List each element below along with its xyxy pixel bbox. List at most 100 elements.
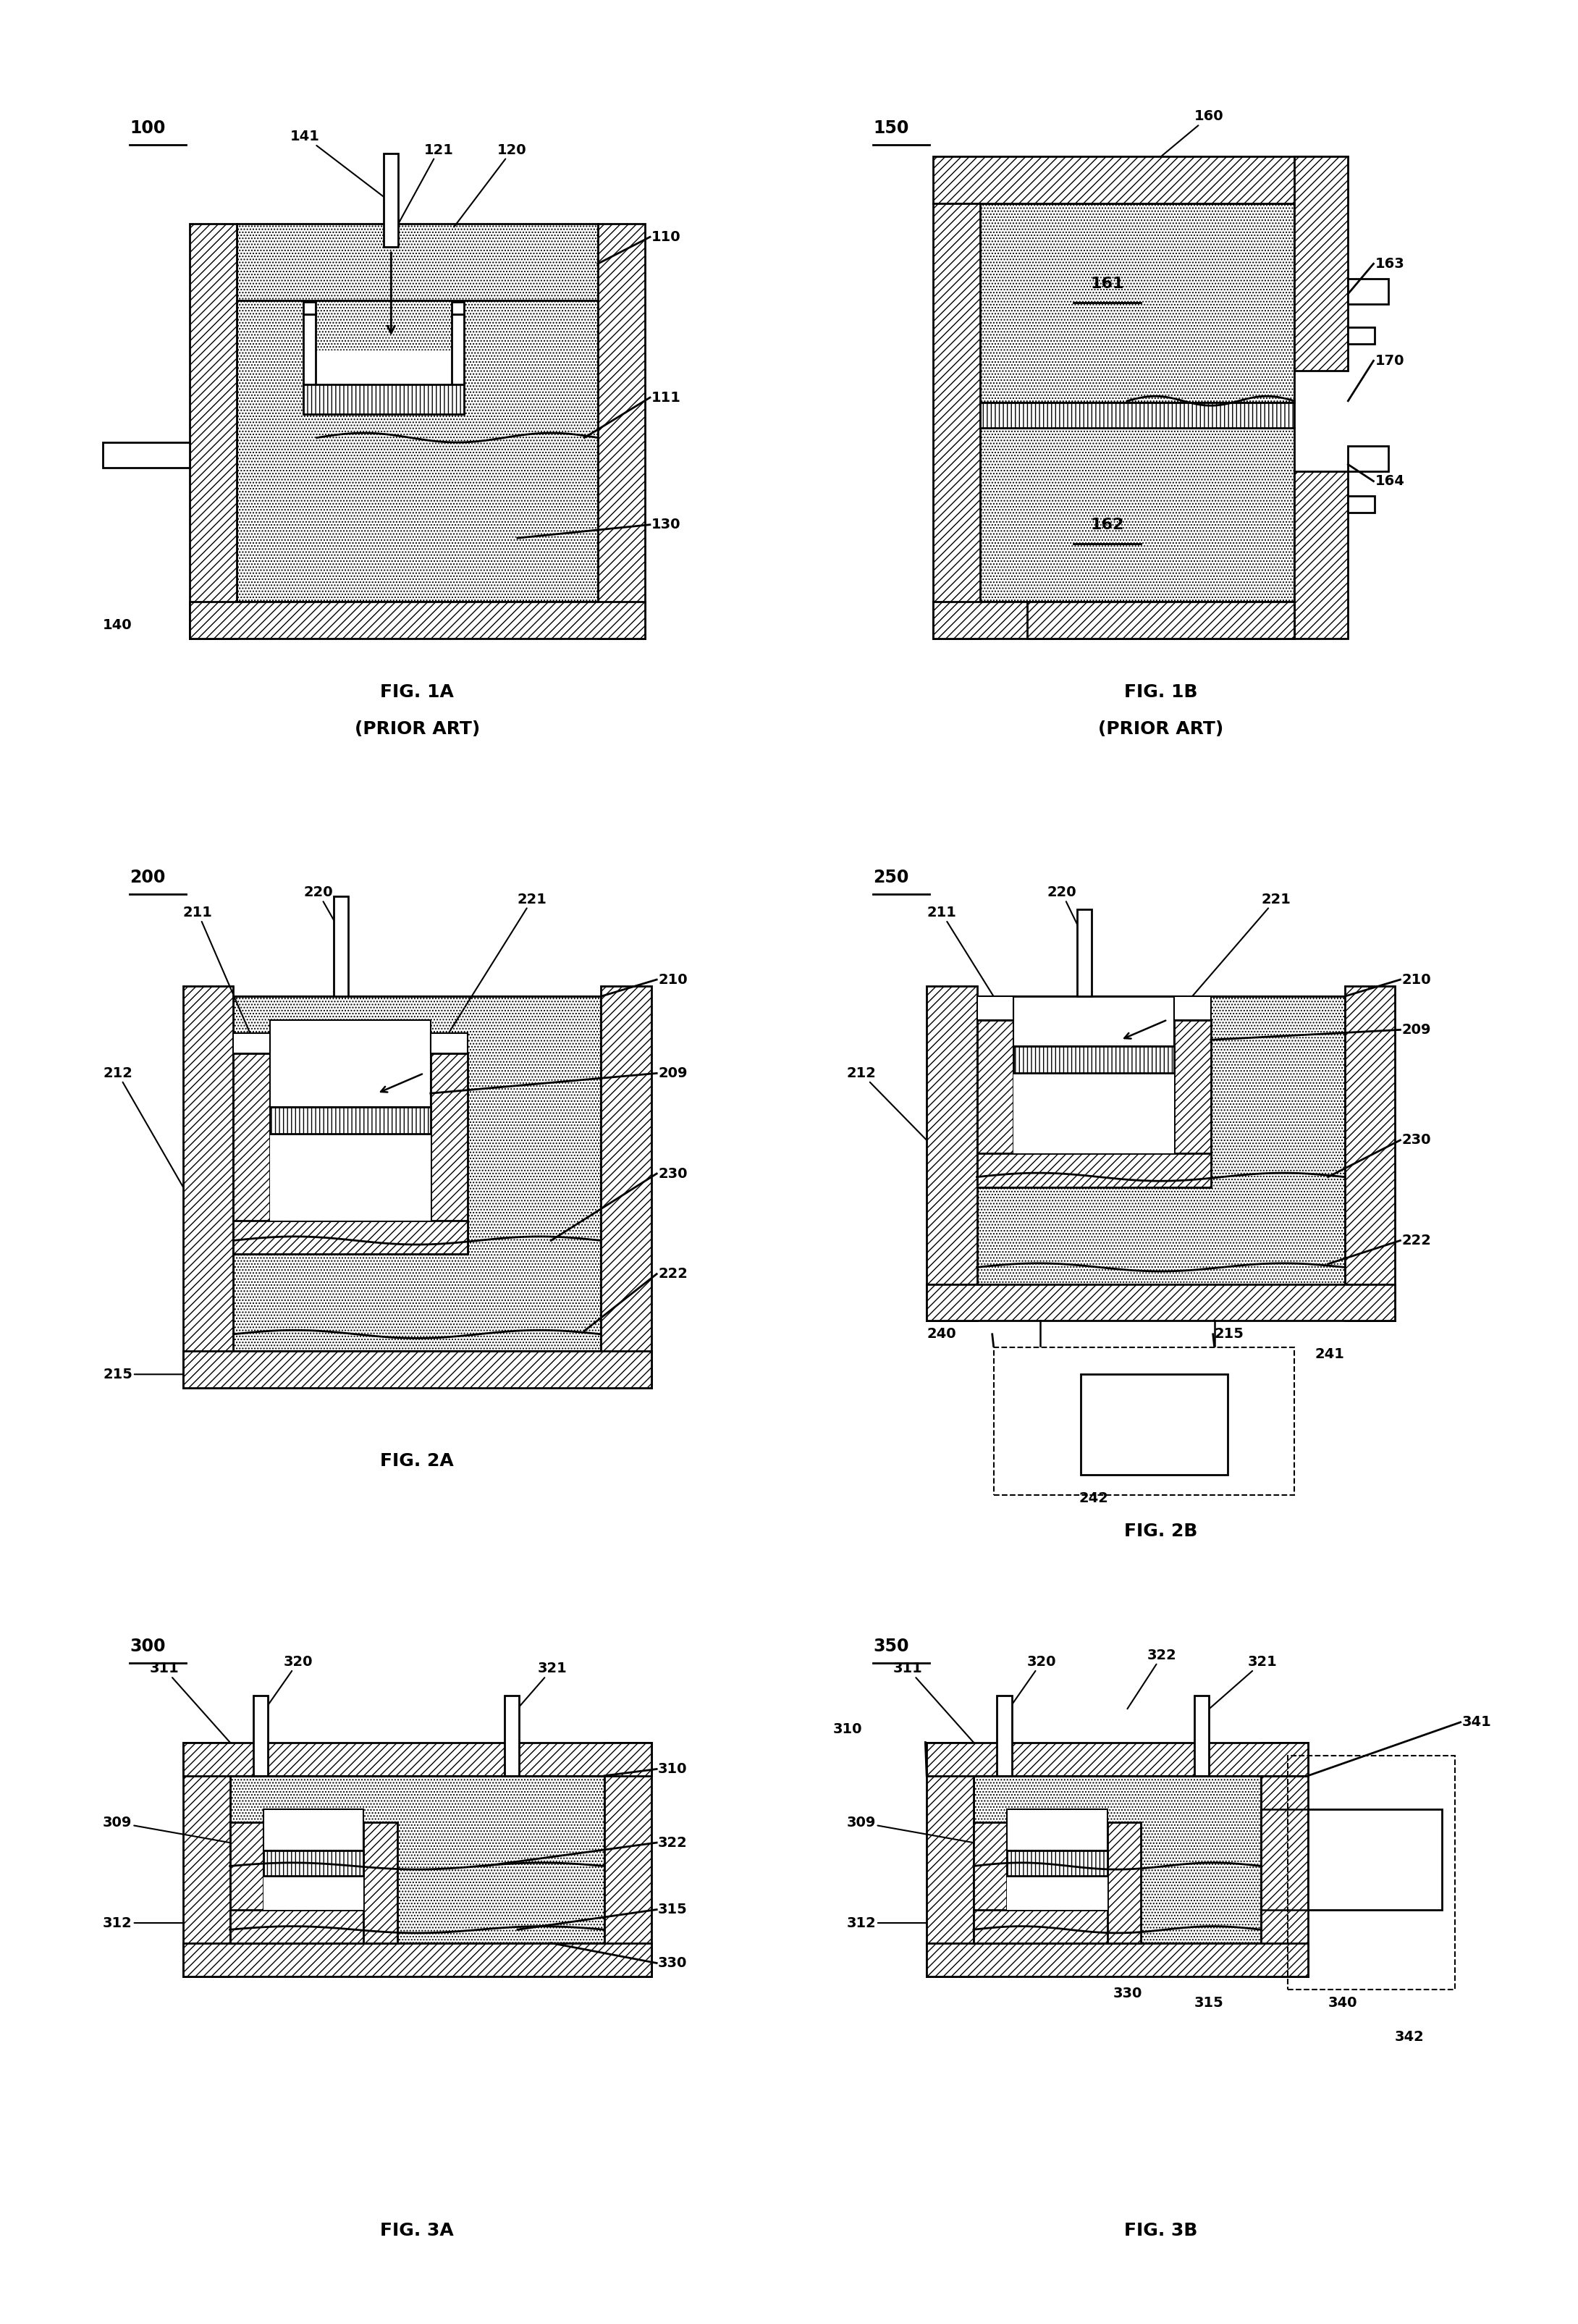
Text: 211: 211: [183, 906, 249, 1034]
Text: 241: 241: [1314, 1348, 1344, 1362]
Bar: [264, 1850, 363, 1875]
Text: (PRIOR ART): (PRIOR ART): [1098, 720, 1223, 737]
Bar: [1288, 1755, 1455, 1989]
Bar: [234, 1220, 467, 1255]
Text: 100: 100: [129, 119, 166, 137]
Text: 220: 220: [1048, 885, 1084, 939]
Text: 342: 342: [1395, 2029, 1425, 2043]
Text: FIG. 3A: FIG. 3A: [380, 2222, 454, 2240]
Bar: [234, 1053, 270, 1255]
Text: 322: 322: [1127, 1648, 1177, 1708]
Bar: [933, 602, 1294, 639]
Bar: [601, 985, 652, 1387]
Text: FIG. 1B: FIG. 1B: [1124, 683, 1198, 700]
Text: V: V: [1146, 1413, 1163, 1434]
Text: 320: 320: [260, 1655, 312, 1715]
Bar: [980, 402, 1294, 428]
Text: 300: 300: [129, 1638, 166, 1655]
Bar: [264, 1875, 363, 1910]
Bar: [926, 985, 977, 1320]
Bar: [183, 985, 234, 1387]
Bar: [977, 997, 1344, 1283]
Text: 212: 212: [103, 1067, 183, 1188]
Text: 321: 321: [1201, 1655, 1277, 1715]
Bar: [1007, 1808, 1108, 1850]
Text: 209: 209: [658, 1067, 688, 1081]
Text: 230: 230: [1401, 1134, 1431, 1148]
Text: 220: 220: [303, 885, 341, 932]
Bar: [234, 997, 601, 1350]
Bar: [254, 1697, 268, 1776]
Text: FIG. 2A: FIG. 2A: [380, 1452, 454, 1471]
Text: 215: 215: [103, 1367, 183, 1380]
Text: 211: 211: [926, 906, 994, 997]
Text: 242: 242: [1079, 1492, 1109, 1506]
Bar: [264, 1808, 363, 1850]
Bar: [103, 442, 189, 467]
Text: 161: 161: [1090, 277, 1124, 290]
Text: 230: 230: [658, 1167, 688, 1181]
Bar: [1348, 495, 1374, 514]
Bar: [926, 1943, 1308, 1975]
Text: 215: 215: [1215, 1327, 1243, 1341]
Text: 170: 170: [1374, 353, 1404, 367]
Bar: [230, 1776, 604, 1943]
Bar: [363, 1822, 398, 1943]
Text: 222: 222: [1401, 1234, 1431, 1248]
Bar: [270, 1020, 431, 1106]
Text: 321: 321: [511, 1662, 567, 1715]
Text: 160: 160: [1161, 109, 1223, 156]
Bar: [1294, 156, 1348, 372]
Bar: [230, 1910, 398, 1943]
Bar: [1261, 1743, 1308, 1975]
Bar: [604, 1743, 652, 1975]
Bar: [980, 428, 1294, 602]
Text: 200: 200: [129, 869, 166, 885]
Text: 240: 240: [926, 1327, 956, 1341]
Text: 222: 222: [658, 1267, 688, 1281]
Bar: [926, 1743, 974, 1975]
Text: 311: 311: [150, 1662, 230, 1743]
Text: 340: 340: [1329, 1996, 1357, 2010]
Bar: [1308, 1808, 1442, 1910]
Text: 309: 309: [103, 1815, 230, 1843]
Text: 130: 130: [652, 518, 680, 532]
Bar: [183, 1743, 230, 1975]
Bar: [1007, 1875, 1108, 1910]
Bar: [183, 1743, 652, 1776]
Bar: [1027, 602, 1294, 639]
Bar: [933, 205, 980, 639]
Bar: [1013, 1074, 1174, 1153]
Bar: [1348, 279, 1389, 304]
Text: 209: 209: [1401, 1023, 1431, 1037]
Text: 111: 111: [652, 390, 682, 404]
Bar: [270, 1134, 431, 1220]
Bar: [1078, 909, 1092, 997]
Bar: [189, 602, 645, 639]
Bar: [1344, 985, 1395, 1320]
Text: 120: 120: [454, 144, 527, 228]
Bar: [974, 1910, 1141, 1943]
Bar: [303, 351, 464, 383]
Bar: [183, 1943, 652, 1975]
Bar: [926, 1743, 1308, 1776]
Bar: [451, 302, 464, 314]
Bar: [303, 314, 316, 383]
Bar: [1195, 1697, 1209, 1776]
Text: 140: 140: [103, 618, 133, 632]
Bar: [303, 383, 464, 414]
Text: 221: 221: [1193, 892, 1291, 997]
Bar: [974, 1776, 1261, 1943]
Bar: [234, 1034, 270, 1053]
Bar: [1013, 1046, 1174, 1074]
Text: 210: 210: [658, 974, 688, 985]
Bar: [977, 997, 1013, 1020]
Bar: [980, 205, 1294, 402]
Text: 312: 312: [846, 1915, 926, 1929]
Bar: [1174, 1020, 1210, 1188]
Bar: [997, 1697, 1011, 1776]
Text: 250: 250: [873, 869, 909, 885]
Text: (PRIOR ART): (PRIOR ART): [355, 720, 480, 737]
Bar: [183, 1350, 652, 1387]
Bar: [1294, 472, 1348, 639]
